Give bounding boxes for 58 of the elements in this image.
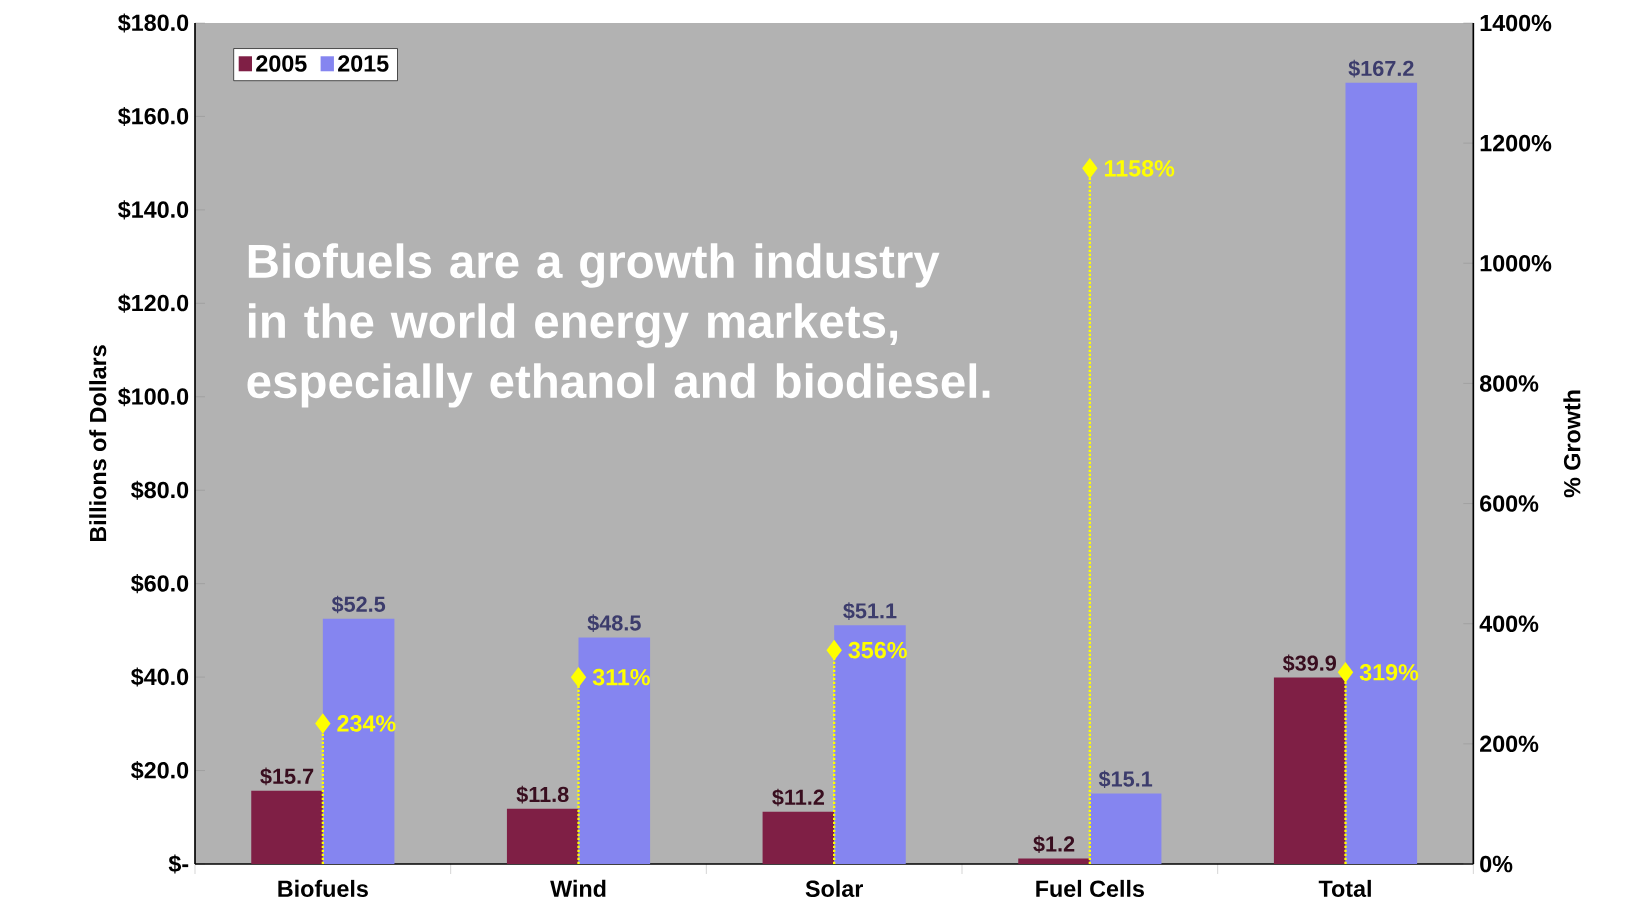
bar: [1345, 82, 1418, 864]
bar: [578, 637, 651, 864]
y2-axis-title: % Growth: [1563, 390, 1581, 498]
data-label: $11.8: [516, 785, 569, 804]
y-tick-label: $140.0: [118, 200, 189, 220]
bar: [834, 625, 906, 864]
y-tick-label: $40.0: [131, 667, 189, 687]
y-tick-label: $100.0: [118, 387, 189, 407]
y-tick-label: $180.0: [118, 13, 189, 33]
y-axis-title: Billions of Dollars: [89, 345, 107, 542]
data-label: $1.2: [1033, 835, 1075, 854]
data-label: $51.1: [843, 602, 897, 620]
point: [315, 713, 331, 733]
data-label: $48.5: [587, 614, 641, 633]
y-tick-label: $80.0: [131, 480, 189, 500]
data-label: $52.5: [331, 595, 386, 614]
data-label: $11.2: [772, 788, 825, 807]
legend-label: 2005: [256, 55, 307, 72]
y2-tick-label: 1000%: [1480, 254, 1552, 272]
y2-tick-label: 800%: [1479, 375, 1539, 392]
bar: [506, 808, 579, 864]
y-tick-label: $160.0: [118, 106, 189, 126]
data-label: 234%: [337, 715, 396, 732]
bar: [1089, 793, 1162, 864]
x-tick-label: Total: [1318, 879, 1371, 898]
data-label: 1158%: [1104, 160, 1175, 177]
legend-label: 2015: [338, 55, 389, 72]
y2-tick-label: 0%: [1480, 855, 1513, 873]
data-label: 319%: [1359, 664, 1419, 681]
y2-tick-label: 1400%: [1480, 14, 1552, 32]
y2-tick-label: 400%: [1479, 615, 1539, 632]
bar: [251, 790, 323, 864]
data-label: $167.2: [1348, 59, 1414, 78]
bar: [1273, 677, 1346, 864]
x-tick-label: Fuel Cells: [1036, 879, 1144, 898]
x-tick-label: Biofuels: [278, 879, 368, 898]
point: [571, 667, 586, 687]
y2-tick-label: 200%: [1480, 735, 1539, 753]
y-tick-label: $-: [168, 854, 189, 874]
bar: [322, 618, 395, 864]
bar: [762, 811, 835, 864]
y-tick-label: $20.0: [131, 761, 189, 781]
y2-tick-label: 1200%: [1480, 134, 1552, 152]
data-label: $15.1: [1098, 770, 1153, 789]
data-label: 356%: [848, 641, 907, 659]
data-label: $15.7: [260, 767, 314, 786]
x-tick-label: Wind: [550, 879, 606, 898]
point: [826, 640, 842, 660]
point: [1082, 158, 1098, 178]
y-tick-label: $60.0: [131, 574, 189, 594]
data-label: 311%: [592, 668, 650, 686]
data-label: $39.9: [1282, 654, 1336, 673]
point: [1338, 662, 1353, 682]
y-tick-label: $120.0: [118, 293, 189, 313]
x-tick-label: Solar: [805, 879, 863, 898]
bar: [1018, 858, 1090, 864]
y2-tick-label: 600%: [1480, 495, 1539, 512]
annotation: Biofuels are a growth industry in the world energy markets, especially ethanol and biodiesel.: [247, 243, 990, 408]
